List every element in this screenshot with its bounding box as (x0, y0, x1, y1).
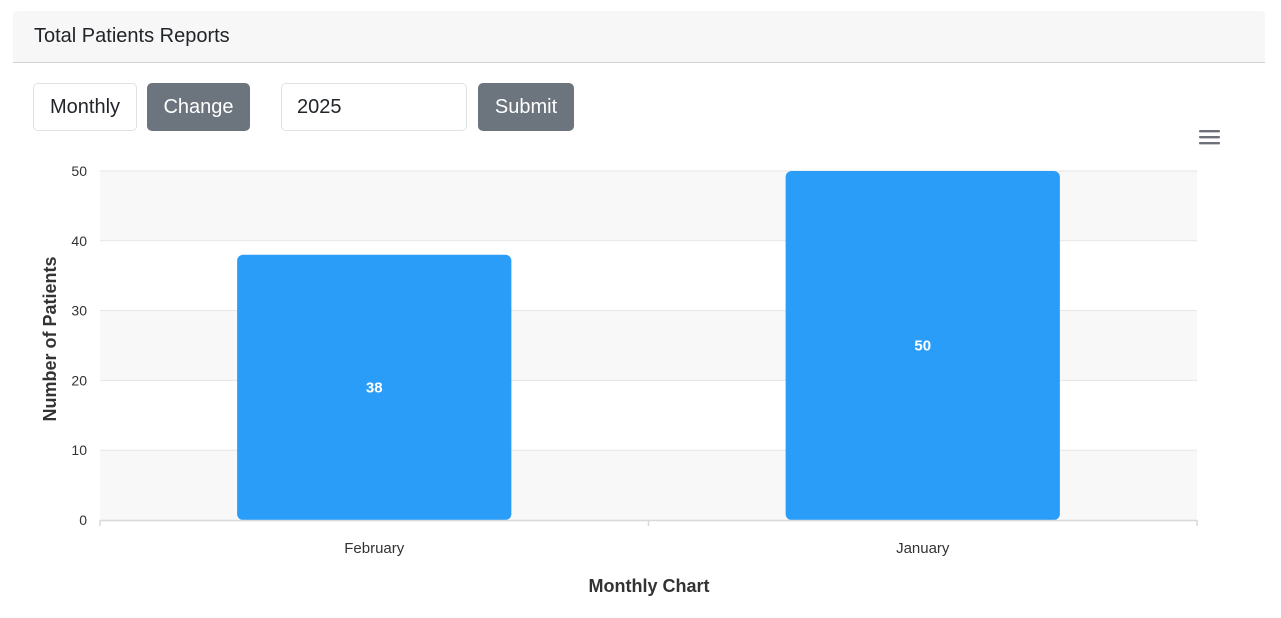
hamburger-menu-icon[interactable] (1197, 127, 1223, 149)
x-axis-label: Monthly Chart (589, 576, 710, 596)
y-axis-label: Number of Patients (40, 256, 60, 421)
chart-axes (100, 520, 1197, 526)
y-tick-label: 20 (71, 372, 87, 388)
y-tick-label: 0 (79, 512, 87, 528)
bar-data-label: 38 (366, 379, 383, 396)
y-tick-label: 10 (71, 442, 87, 458)
y-tick-label: 30 (71, 303, 87, 319)
bar-data-label: 50 (914, 338, 931, 355)
y-tick-label: 50 (71, 163, 87, 179)
x-axis-tick-labels: February January (344, 540, 950, 557)
x-tick-label: February (344, 540, 405, 557)
y-tick-label: 40 (71, 233, 87, 249)
y-axis-tick-labels: 0 10 20 30 40 50 (71, 163, 87, 528)
x-tick-label: January (896, 540, 950, 557)
